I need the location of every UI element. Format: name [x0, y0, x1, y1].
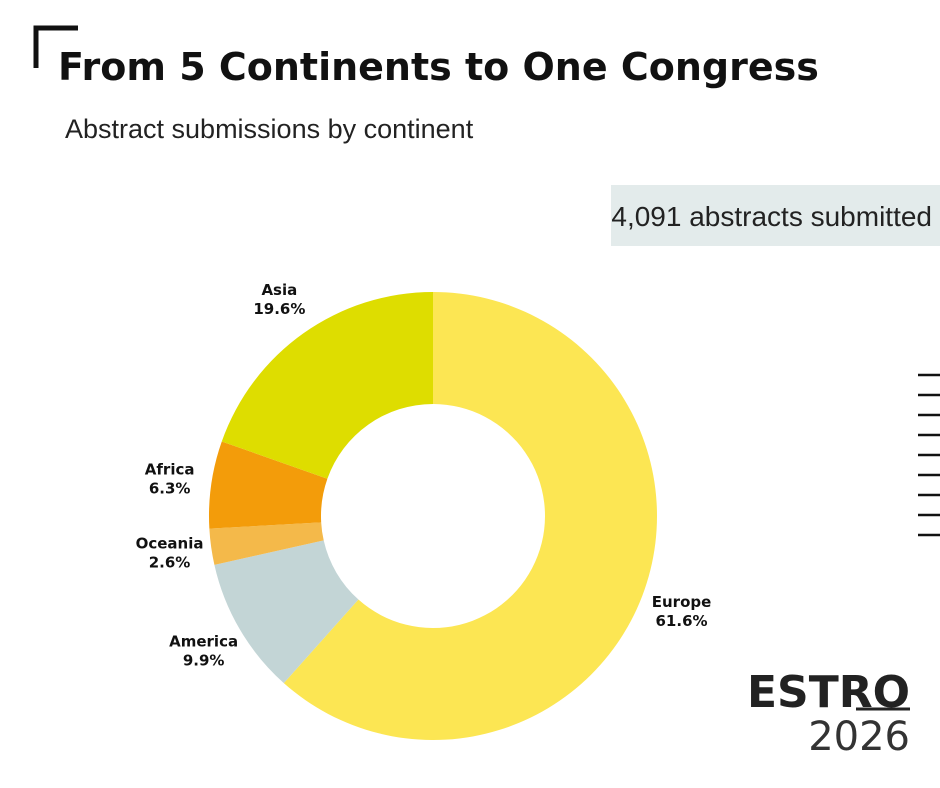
- slice: [283, 292, 658, 740]
- slice-value-label: 61.6%: [656, 612, 708, 630]
- annotation-box: [611, 185, 940, 246]
- logo-year: 2026: [808, 714, 910, 760]
- slice-label: America: [169, 633, 238, 651]
- annotation: 4,091 abstracts submitted: [611, 201, 932, 232]
- slice: [214, 540, 359, 684]
- side-ticks: [918, 373, 940, 537]
- chart-title: From 5 Continents to One Congress: [58, 45, 819, 89]
- corner-bracket: [33, 25, 78, 68]
- slice-value-label: 9.9%: [183, 652, 225, 670]
- slice-value-label: 2.6%: [149, 554, 191, 572]
- slice: [209, 441, 328, 529]
- chart-subtitle: Abstract submissions by continent: [65, 114, 474, 144]
- slice-label: Asia: [261, 281, 297, 299]
- slice-label: Africa: [145, 461, 195, 479]
- slice: [209, 522, 324, 565]
- slice-label: Oceania: [136, 535, 204, 553]
- slice: [221, 292, 433, 479]
- slice-value-label: 6.3%: [149, 480, 191, 498]
- slice-value-label: 19.6%: [253, 300, 305, 318]
- slice-label: Europe: [652, 593, 712, 611]
